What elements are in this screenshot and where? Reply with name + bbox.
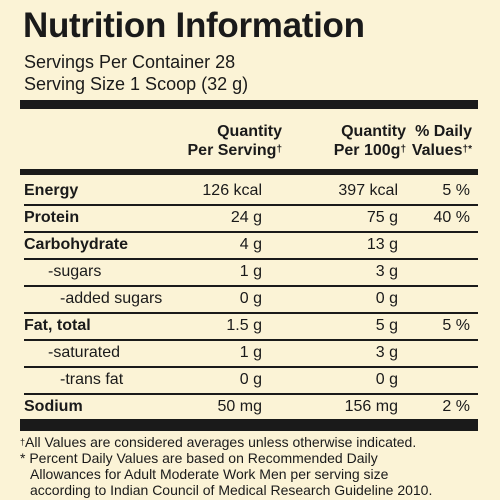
header-daily-values-line2: Values <box>411 142 463 159</box>
nutrient-label: -sugars <box>48 263 102 280</box>
row-divider <box>24 231 478 233</box>
top-thick-rule <box>20 100 478 109</box>
per-100g-value: 0 g <box>375 290 398 307</box>
row-divider <box>24 339 478 341</box>
row-divider <box>24 285 478 287</box>
header-per-100g-line1: Quantity <box>341 123 406 140</box>
table-row: Fat, total 1.5 g 5 g 5 % <box>24 313 478 339</box>
serving-size: Serving Size 1 Scoop (32 g) <box>24 74 249 94</box>
per-serving-value: 126 kcal <box>202 182 262 199</box>
per-serving-value: 1.5 g <box>226 317 262 334</box>
per-serving-value: 0 g <box>239 290 262 307</box>
per-serving-value: 0 g <box>239 371 262 388</box>
footnote-dagger: † <box>20 437 26 447</box>
per-100g-value: 3 g <box>375 263 398 280</box>
dagger-star-mark: †* <box>462 144 472 155</box>
per-100g-value: 5 g <box>375 317 398 334</box>
header-per-100g-line2: Per 100g <box>333 142 401 159</box>
per-100g-value: 13 g <box>366 236 398 253</box>
dagger-mark: † <box>276 144 282 155</box>
daily-value: 40 % <box>433 209 470 226</box>
per-100g-value: 75 g <box>366 209 398 226</box>
header-daily-values: % Daily Values†* <box>412 122 472 160</box>
nutrient-label: -added sugars <box>60 290 163 307</box>
header-per-serving-line2: Per Serving <box>187 142 277 159</box>
table-row: -trans fat 0 g 0 g <box>24 367 478 393</box>
row-divider <box>24 312 478 314</box>
bottom-thick-rule <box>20 419 478 431</box>
panel-title: Nutrition Information <box>23 6 365 45</box>
footnote-line1: All Values are considered averages unles… <box>25 434 417 450</box>
header-per-serving-line1: Quantity <box>217 123 282 140</box>
dagger-mark: † <box>400 144 406 155</box>
daily-value: 2 % <box>442 398 470 415</box>
nutrient-label: Sodium <box>24 398 83 415</box>
nutrient-label: Energy <box>24 182 79 199</box>
header-daily-values-line1: % Daily <box>415 123 472 140</box>
header-per-100g: Quantity Per 100g† <box>334 122 406 160</box>
nutrient-label: Protein <box>24 209 80 226</box>
per-serving-value: 24 g <box>230 209 262 226</box>
header-rule <box>20 169 478 175</box>
table-row: Carbohydrate 4 g 13 g <box>24 232 478 258</box>
row-divider <box>24 366 478 368</box>
table-row: -sugars 1 g 3 g <box>24 259 478 285</box>
daily-value: 5 % <box>442 182 470 199</box>
per-serving-value: 4 g <box>239 236 262 253</box>
footnote-line4: according to Indian Council of Medical R… <box>30 482 433 498</box>
nutrition-panel: Nutrition Information Servings Per Conta… <box>20 6 478 498</box>
footnote-1: †All Values are considered averages unle… <box>20 434 416 450</box>
table-row: Protein 24 g 75 g 40 % <box>24 205 478 231</box>
per-100g-value: 3 g <box>375 344 398 361</box>
row-divider <box>24 258 478 260</box>
per-100g-value: 156 mg <box>344 398 398 415</box>
nutrient-label: Carbohydrate <box>24 236 129 253</box>
per-serving-value: 50 mg <box>217 398 262 415</box>
nutrient-label: -trans fat <box>60 371 124 388</box>
table-row: Sodium 50 mg 156 mg 2 % <box>24 394 478 420</box>
per-serving-value: 1 g <box>239 263 262 280</box>
per-100g-value: 0 g <box>375 371 398 388</box>
header-per-serving: Quantity Per Serving† <box>188 122 283 160</box>
table-row: -added sugars 0 g 0 g <box>24 286 478 312</box>
servings-per-container: Servings Per Container 28 <box>24 52 236 72</box>
nutrient-label: Fat, total <box>24 317 91 334</box>
per-serving-value: 1 g <box>239 344 262 361</box>
table-row: -saturated 1 g 3 g <box>24 340 478 366</box>
row-divider <box>24 393 478 395</box>
row-divider <box>24 204 478 206</box>
daily-value: 5 % <box>442 317 470 334</box>
footnote-line2: * Percent Daily Values are based on Reco… <box>20 450 378 466</box>
nutrient-label: -saturated <box>48 344 121 361</box>
footnote-line3: Allowances for Adult Moderate Work Men p… <box>30 466 389 482</box>
per-100g-value: 397 kcal <box>338 182 398 199</box>
table-row: Energy 126 kcal 397 kcal 5 % <box>24 178 478 204</box>
